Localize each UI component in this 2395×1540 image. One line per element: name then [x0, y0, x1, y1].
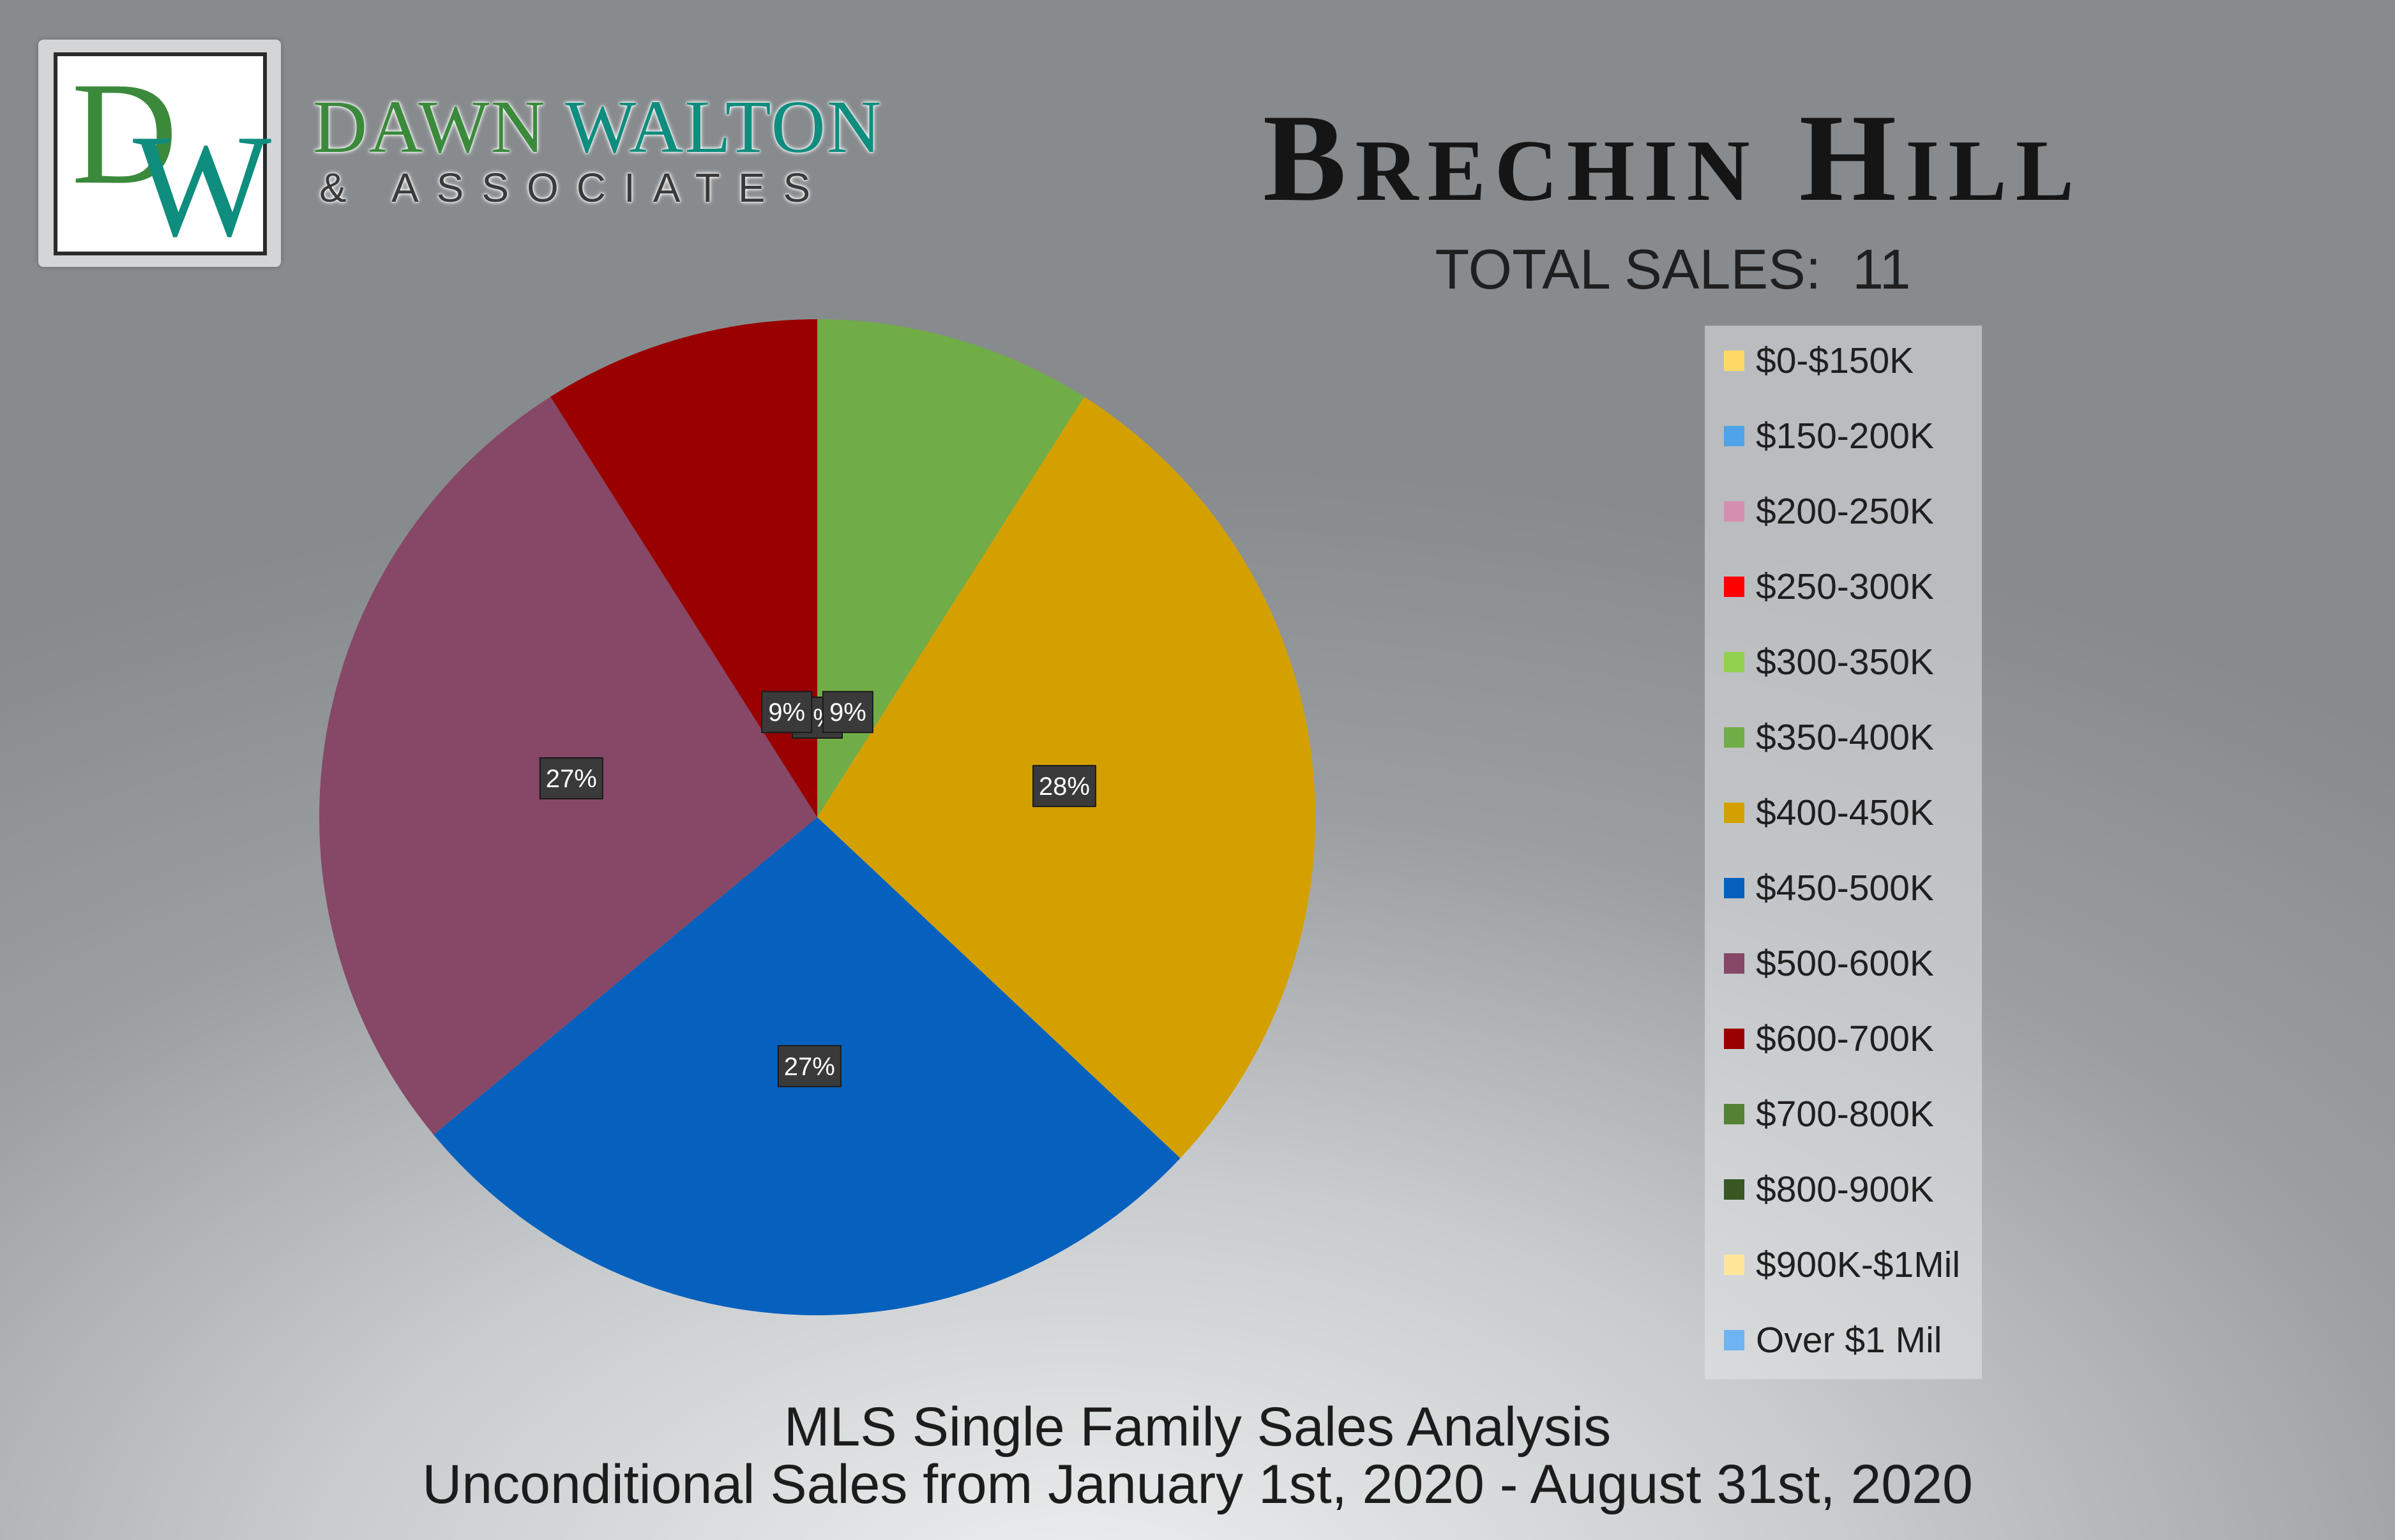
- legend-swatch: [1724, 878, 1744, 898]
- legend-item: $300-350K: [1724, 642, 1934, 683]
- legend-item: $500-600K: [1724, 943, 1934, 984]
- legend-item: $150-200K: [1724, 416, 1934, 457]
- legend-label: $200-250K: [1756, 491, 1934, 532]
- legend-label: $500-600K: [1756, 943, 1934, 984]
- legend-label: $700-800K: [1756, 1094, 1934, 1135]
- total-sales: TOTAL SALES: 11: [1435, 238, 1911, 301]
- legend-label: $300-350K: [1756, 642, 1934, 683]
- legend-item: $350-400K: [1724, 717, 1934, 758]
- data-label-text: 28%: [1039, 773, 1090, 801]
- legend-item: $400-450K: [1724, 792, 1934, 833]
- legend-swatch: [1724, 652, 1744, 672]
- legend-label: $250-300K: [1756, 566, 1934, 607]
- legend-label: $800-900K: [1756, 1169, 1934, 1210]
- legend-item: $450-500K: [1724, 868, 1934, 909]
- page-title: Brechin Hill: [1262, 89, 2083, 227]
- data-label-7: 27%: [777, 1045, 842, 1087]
- footer-date-range: Unconditional Sales from January 1st, 20…: [422, 1454, 1973, 1515]
- legend-label: $150-200K: [1756, 416, 1934, 457]
- data-label-text: 9%: [829, 698, 866, 727]
- legend-item: $900K-$1Mil: [1724, 1244, 1961, 1285]
- legend-swatch: [1724, 351, 1744, 371]
- logo: D W: [38, 40, 281, 267]
- data-label-9: 9%: [761, 691, 813, 734]
- brand-subtitle: & ASSOCIATES: [319, 165, 829, 211]
- legend-label: $900K-$1Mil: [1756, 1244, 1961, 1285]
- logo-monogram: D W: [54, 52, 271, 259]
- pie-chart: 0%9%28%27%27%9%: [319, 319, 1315, 1315]
- legend-label: $400-450K: [1756, 792, 1934, 833]
- legend-label: $600-700K: [1756, 1018, 1934, 1059]
- legend-swatch: [1724, 501, 1744, 522]
- legend-item: $200-250K: [1724, 491, 1934, 532]
- brand-name-first: DAWN: [313, 85, 547, 169]
- legend-swatch: [1724, 1179, 1744, 1200]
- legend-swatch: [1724, 1330, 1744, 1350]
- footer-title: MLS Single Family Sales Analysis: [783, 1396, 1612, 1458]
- legend-item: Over $1 Mil: [1724, 1320, 1942, 1361]
- chart-legend: $0-$150K $150-200K $200-250K $250-300K $300-…: [1705, 326, 1982, 1379]
- legend-swatch: [1724, 803, 1744, 823]
- legend-item: $0-$150K: [1724, 340, 1914, 381]
- legend-label: $0-$150K: [1756, 340, 1914, 381]
- legend-swatch: [1724, 953, 1744, 974]
- pie-slice-9: [550, 319, 817, 817]
- legend-swatch: [1724, 727, 1744, 748]
- legend-item: $600-700K: [1724, 1018, 1934, 1059]
- legend-item: $700-800K: [1724, 1094, 1934, 1135]
- logo-letter-d: D: [72, 52, 178, 215]
- legend-swatch: [1724, 426, 1744, 446]
- data-label-text: 9%: [768, 698, 805, 727]
- data-label-6: 28%: [1032, 765, 1096, 808]
- data-label-text: 27%: [546, 765, 597, 793]
- legend-label: $450-500K: [1756, 868, 1934, 909]
- legend-item: $800-900K: [1724, 1169, 1934, 1210]
- legend-item: $250-300K: [1724, 566, 1934, 607]
- legend-label: Over $1 Mil: [1756, 1320, 1942, 1361]
- legend-swatch: [1724, 1255, 1744, 1275]
- data-label-8: 27%: [539, 757, 603, 799]
- legend-swatch: [1724, 1029, 1744, 1049]
- logo-letter-w: W: [133, 104, 272, 267]
- legend-swatch: [1724, 577, 1744, 597]
- data-label-text: 27%: [784, 1053, 835, 1081]
- pie-slice-5: [817, 319, 1084, 817]
- brand-name: DAWN WALTON: [313, 89, 882, 165]
- legend-swatch: [1724, 1104, 1744, 1124]
- data-label-5: 9%: [822, 691, 873, 734]
- legend-label: $350-400K: [1756, 717, 1934, 758]
- brand-name-last: WALTON: [564, 85, 883, 169]
